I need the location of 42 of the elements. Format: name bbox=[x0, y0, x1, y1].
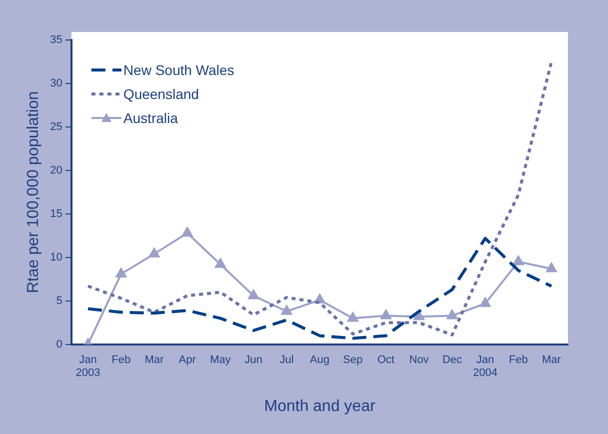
x-tick-label: Aug bbox=[310, 354, 330, 366]
point bbox=[414, 310, 424, 320]
point bbox=[281, 305, 292, 315]
x-tick-label: May bbox=[210, 354, 232, 366]
x-tick-label: Apr bbox=[178, 354, 196, 366]
x-tick-label: Jan 2003 bbox=[76, 354, 100, 380]
point bbox=[513, 256, 524, 266]
point bbox=[182, 227, 193, 237]
y-tick-label: 25 bbox=[50, 121, 62, 134]
x-tick-label: Feb bbox=[112, 354, 131, 366]
x-tick-label: Oct bbox=[377, 354, 394, 366]
x-tick-label: Sep bbox=[343, 354, 363, 366]
x-tick-label: Jul bbox=[280, 354, 294, 366]
x-tick-label: Nov bbox=[409, 354, 430, 366]
x-tick-label: Mar bbox=[144, 354, 164, 366]
y-tick-label: 35 bbox=[50, 34, 62, 46]
line-series bbox=[86, 60, 553, 336]
legend-label: New South Wales bbox=[123, 62, 234, 78]
x-tick-label: Jun bbox=[244, 354, 262, 366]
x-tick-label: Mar bbox=[542, 354, 562, 366]
point bbox=[546, 262, 557, 272]
point bbox=[480, 298, 491, 308]
x-tick-label: Dec bbox=[442, 354, 462, 366]
y-tick-label: 15 bbox=[50, 208, 62, 220]
x-tick-label: Feb bbox=[508, 354, 528, 366]
legend-label: Australia bbox=[123, 110, 178, 126]
point bbox=[148, 248, 160, 258]
y-tick-label: 30 bbox=[50, 78, 62, 90]
point bbox=[248, 290, 259, 300]
x-axis-title: Month and year bbox=[264, 398, 376, 415]
y-tick-label: 10 bbox=[50, 251, 62, 264]
legend-label: Queensland bbox=[123, 86, 199, 102]
x-tick-label: Jan 2004 bbox=[472, 354, 498, 380]
y-axis-title: Rtae per 100,000 population bbox=[25, 91, 42, 294]
point bbox=[347, 312, 358, 322]
y-tick-label: 20 bbox=[50, 164, 62, 176]
point bbox=[446, 310, 458, 320]
point bbox=[116, 268, 126, 278]
y-tick-label: 0 bbox=[56, 338, 62, 350]
y-tick-label: 5 bbox=[56, 294, 62, 307]
point bbox=[380, 310, 392, 320]
point bbox=[215, 258, 226, 268]
